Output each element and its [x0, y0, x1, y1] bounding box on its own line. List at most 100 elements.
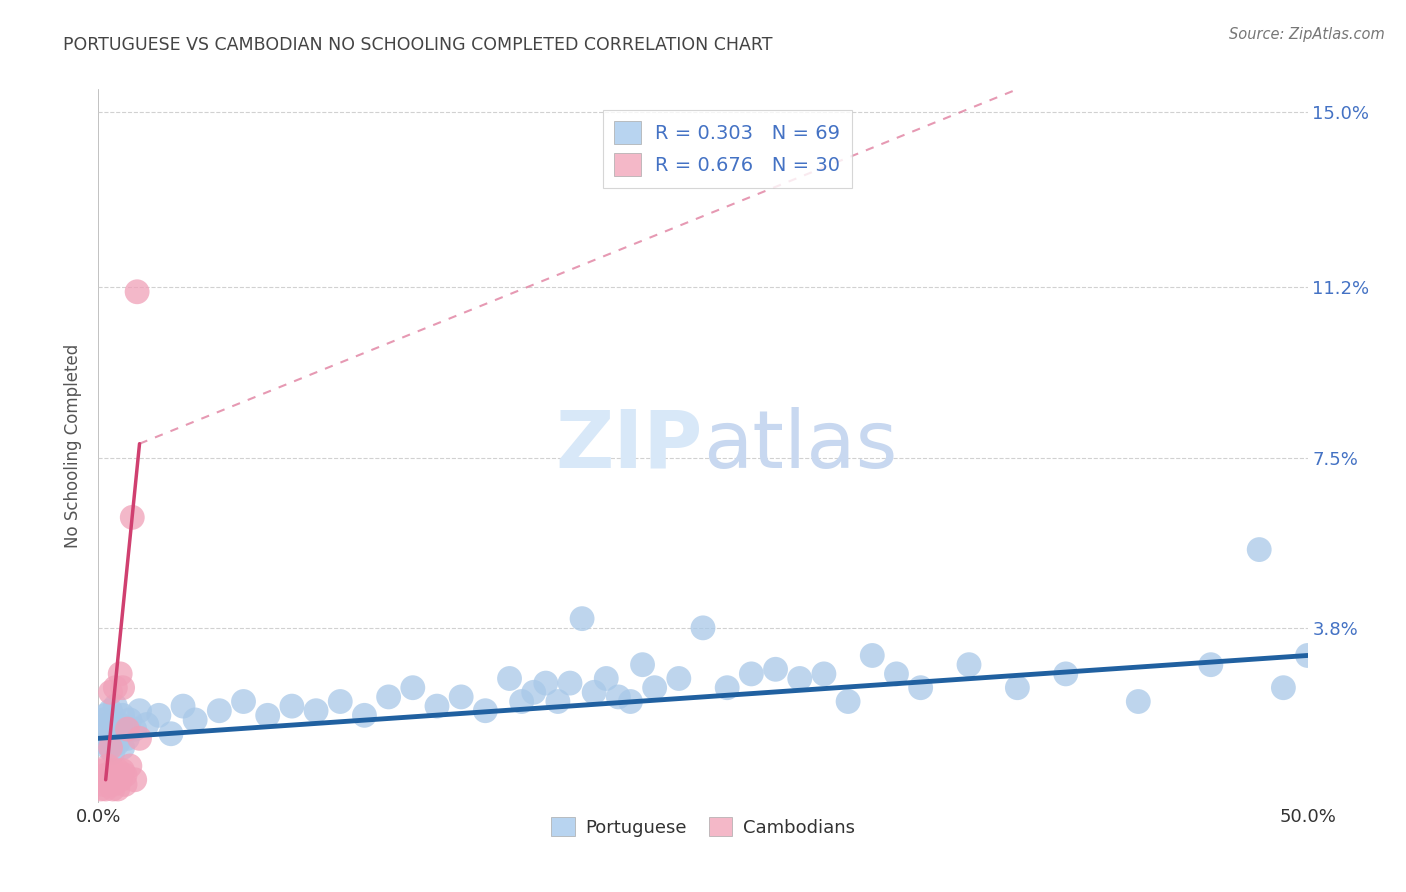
Point: [90, 722, 112, 736]
Point: [474, 704, 496, 718]
Point: [117, 722, 139, 736]
Point: [100, 685, 122, 699]
Point: [101, 764, 124, 778]
Point: [107, 782, 129, 797]
Point: [101, 745, 124, 759]
Point: [329, 694, 352, 708]
Point: [256, 708, 278, 723]
Point: [692, 621, 714, 635]
Point: [619, 694, 641, 708]
Point: [547, 694, 569, 708]
Point: [97, 772, 120, 787]
Point: [353, 708, 375, 723]
Point: [232, 694, 254, 708]
Point: [118, 759, 141, 773]
Point: [108, 772, 131, 787]
Point: [127, 285, 149, 299]
Point: [114, 777, 136, 791]
Point: [1128, 694, 1150, 708]
Point: [534, 676, 557, 690]
Point: [1007, 681, 1029, 695]
Point: [104, 681, 127, 695]
Legend: Portuguese, Cambodians: Portuguese, Cambodians: [544, 809, 862, 844]
Point: [716, 681, 738, 695]
Point: [1249, 542, 1271, 557]
Point: [94, 708, 117, 723]
Point: [558, 676, 581, 690]
Point: [837, 694, 859, 708]
Point: [114, 722, 136, 736]
Point: [172, 699, 194, 714]
Point: [450, 690, 472, 704]
Point: [108, 666, 131, 681]
Point: [740, 666, 762, 681]
Point: [97, 740, 120, 755]
Point: [90, 772, 112, 787]
Point: [111, 708, 134, 723]
Point: [765, 662, 787, 676]
Point: [160, 727, 183, 741]
Point: [94, 768, 117, 782]
Point: [305, 704, 328, 718]
Point: [100, 740, 122, 755]
Point: [94, 736, 117, 750]
Point: [583, 685, 606, 699]
Point: [402, 681, 425, 695]
Point: [377, 690, 399, 704]
Point: [426, 699, 449, 714]
Point: [208, 704, 231, 718]
Point: [107, 764, 129, 778]
Point: [813, 666, 835, 681]
Point: [104, 727, 127, 741]
Y-axis label: No Schooling Completed: No Schooling Completed: [65, 344, 83, 548]
Point: [631, 657, 654, 672]
Point: [114, 768, 136, 782]
Text: ZIP: ZIP: [555, 407, 703, 485]
Point: [117, 731, 139, 746]
Text: PORTUGUESE VS CAMBODIAN NO SCHOOLING COMPLETED CORRELATION CHART: PORTUGUESE VS CAMBODIAN NO SCHOOLING COM…: [63, 36, 773, 54]
Point: [100, 731, 122, 746]
Point: [104, 699, 127, 714]
Point: [1054, 666, 1077, 681]
Point: [571, 612, 593, 626]
Point: [100, 768, 122, 782]
Point: [510, 694, 533, 708]
Point: [101, 777, 124, 791]
Point: [101, 782, 124, 797]
Point: [90, 782, 112, 797]
Point: [118, 713, 141, 727]
Point: [111, 764, 134, 778]
Point: [128, 704, 150, 718]
Point: [644, 681, 666, 695]
Point: [789, 672, 811, 686]
Point: [1272, 681, 1295, 695]
Point: [860, 648, 883, 663]
Point: [91, 764, 114, 778]
Point: [957, 657, 980, 672]
Point: [498, 672, 520, 686]
Point: [91, 777, 114, 791]
Point: [100, 704, 122, 718]
Text: Source: ZipAtlas.com: Source: ZipAtlas.com: [1229, 27, 1385, 42]
Point: [607, 690, 630, 704]
Point: [523, 685, 546, 699]
Point: [910, 681, 932, 695]
Point: [124, 772, 146, 787]
Point: [1296, 648, 1319, 663]
Point: [121, 510, 143, 524]
Point: [135, 717, 157, 731]
Point: [668, 672, 690, 686]
Point: [91, 713, 114, 727]
Point: [595, 672, 617, 686]
Point: [108, 717, 131, 731]
Point: [107, 736, 129, 750]
Text: atlas: atlas: [703, 407, 897, 485]
Point: [104, 772, 127, 787]
Point: [111, 740, 134, 755]
Point: [184, 713, 207, 727]
Point: [111, 681, 134, 695]
Point: [124, 722, 146, 736]
Point: [97, 717, 120, 731]
Point: [886, 666, 908, 681]
Point: [97, 759, 120, 773]
